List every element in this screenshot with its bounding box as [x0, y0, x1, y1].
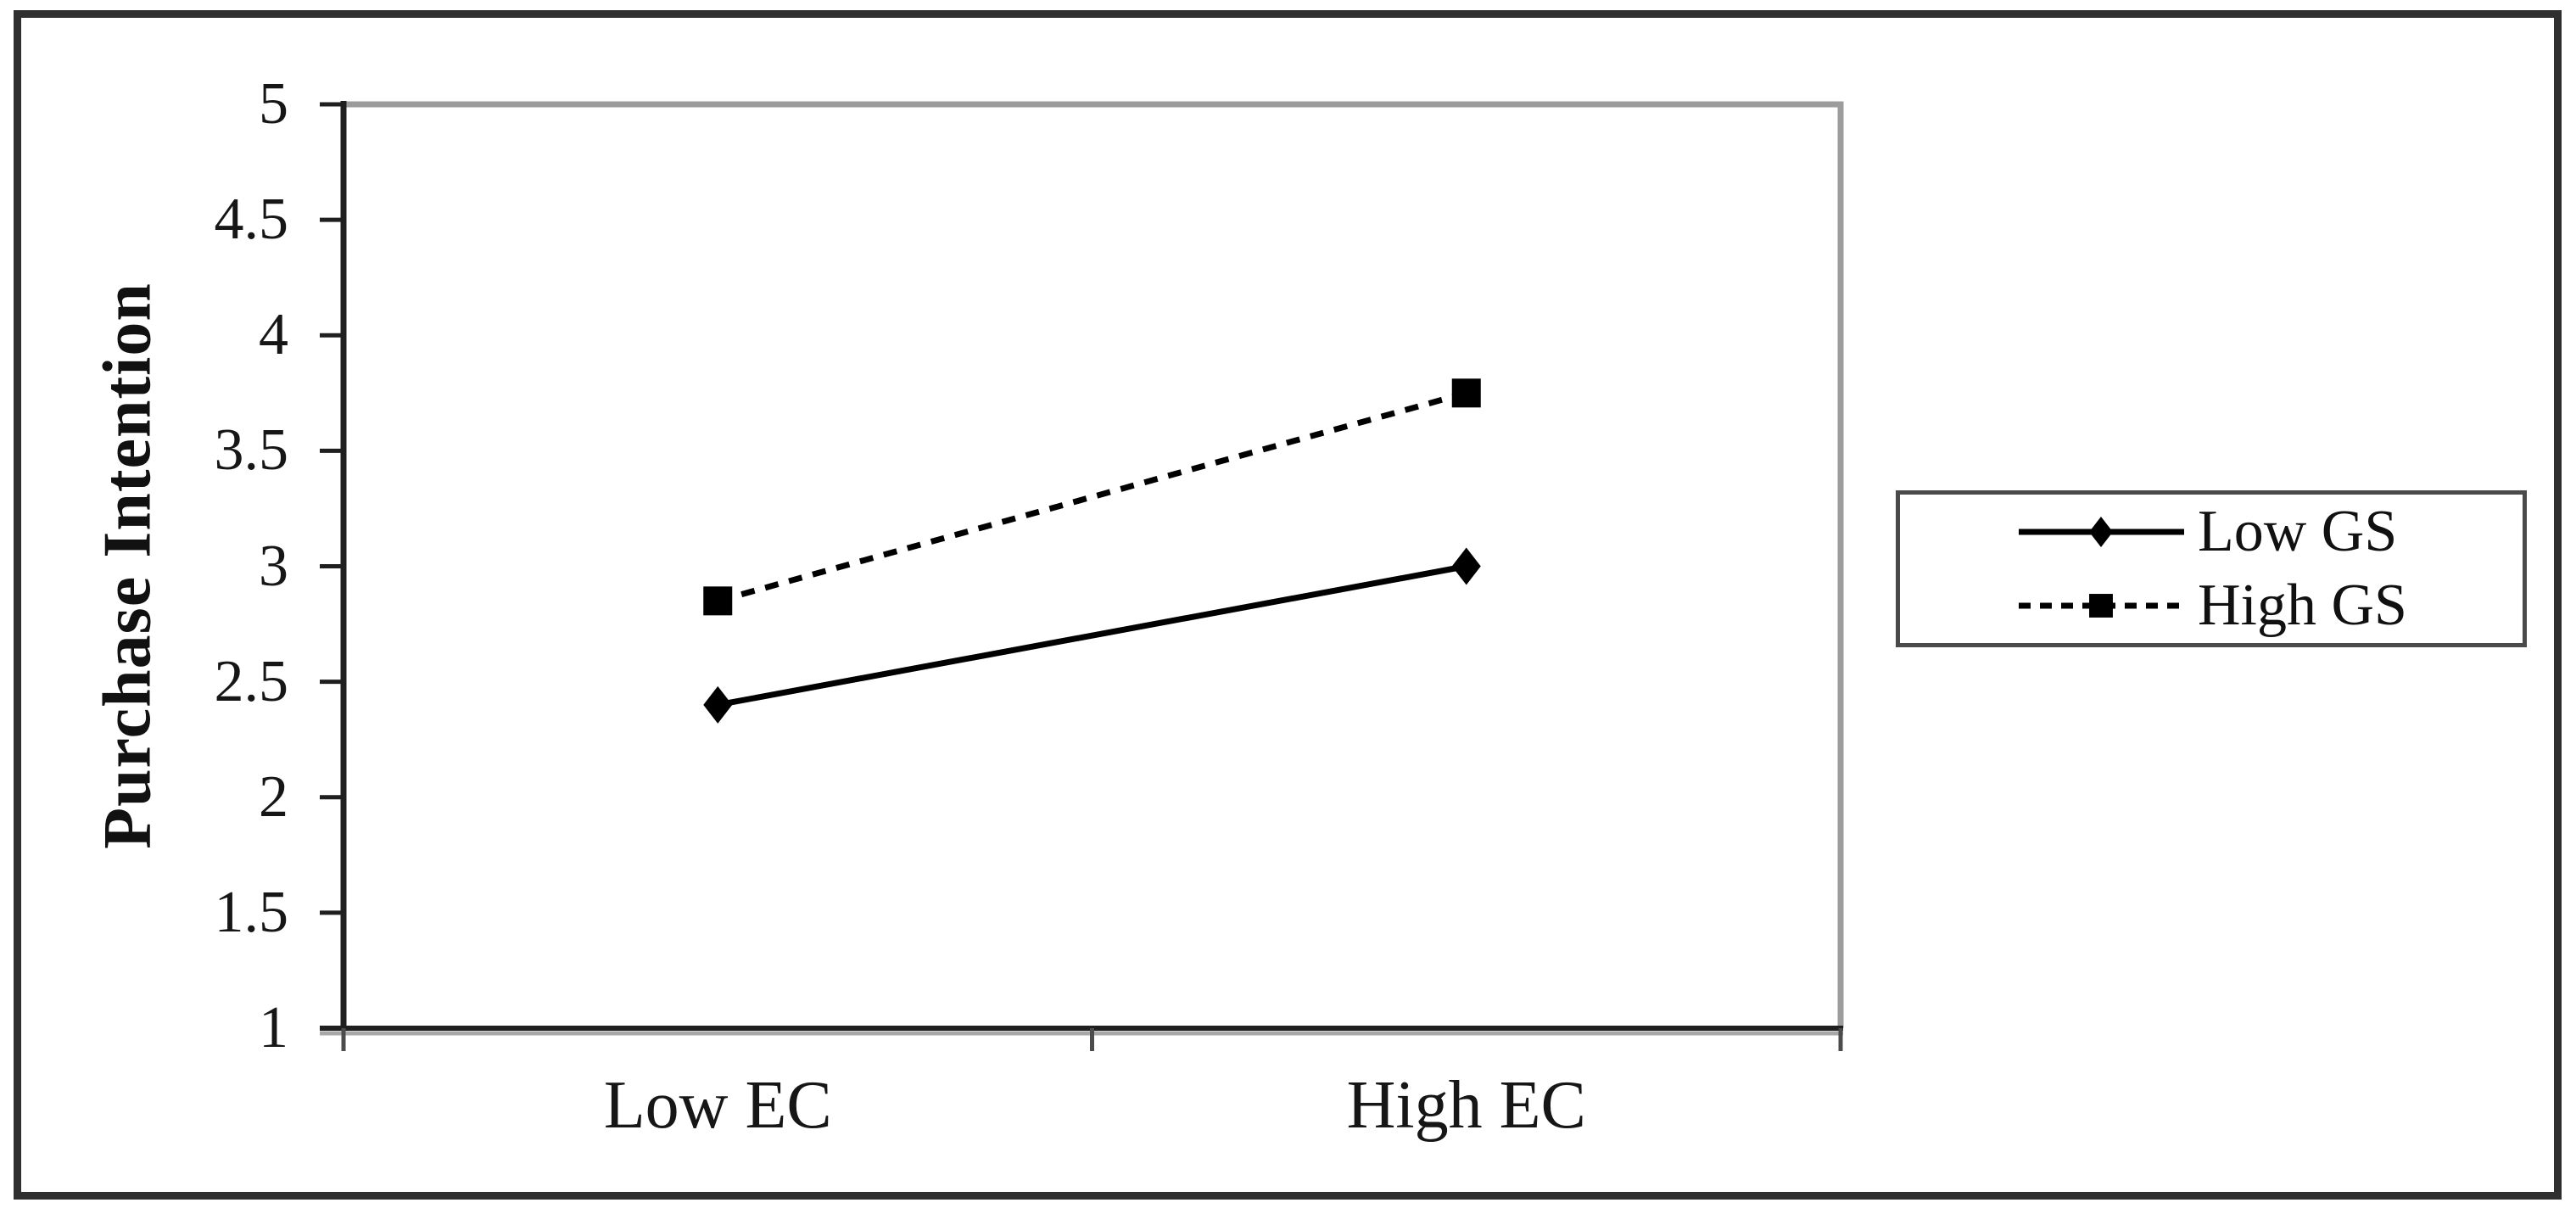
marker-square — [703, 586, 733, 616]
y-tick-label: 2 — [259, 764, 288, 830]
legend-sample-high-gs — [2019, 594, 2184, 618]
legend-row-low-gs: Low GS — [1900, 498, 2523, 566]
legend-row-high-gs: High GS — [1900, 572, 2523, 640]
series-line-high-gs — [717, 389, 1467, 604]
marker-square — [2089, 594, 2113, 618]
y-tick-label: 2.5 — [214, 648, 289, 714]
marker-diamond — [1451, 547, 1481, 585]
series-line-low-gs — [717, 563, 1467, 708]
x-tick-label-high-ec: High EC — [1346, 1068, 1586, 1143]
y-tick-label: 3.5 — [214, 417, 289, 484]
y-tick-label: 5 — [259, 71, 288, 137]
y-tick-label: 1 — [259, 995, 288, 1060]
y-tick-label: 1.5 — [214, 879, 289, 945]
y-tick-label: 4.5 — [214, 187, 289, 253]
legend-label-low-gs: Low GS — [2198, 498, 2398, 564]
legend: Low GS High GS — [1896, 490, 2527, 647]
marker-diamond — [2089, 516, 2113, 547]
legend-sample-low-gs — [2019, 516, 2184, 547]
legend-label-high-gs: High GS — [2198, 573, 2407, 639]
y-tick-label: 3 — [259, 533, 288, 599]
plot-area-border — [344, 101, 1844, 1028]
y-axis-title: Purchase Intention — [90, 282, 165, 849]
marker-diamond — [703, 685, 733, 724]
marker-square — [1451, 378, 1481, 408]
y-tick-label: 4 — [259, 302, 288, 368]
x-tick-label-low-ec: Low EC — [603, 1068, 832, 1143]
